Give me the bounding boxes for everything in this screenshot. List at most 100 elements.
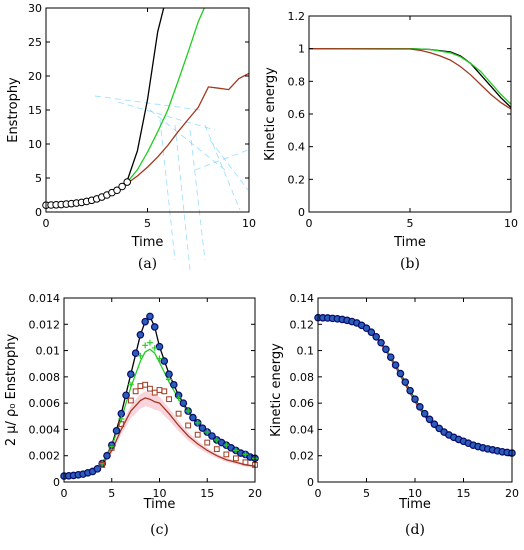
y-tick-label: 0.012 bbox=[29, 318, 61, 331]
x-tick-label: 5 bbox=[407, 217, 414, 230]
y-tick-label: 0.02 bbox=[290, 450, 315, 463]
data-point bbox=[386, 353, 395, 361]
data-point bbox=[223, 442, 230, 449]
series-line-brown bbox=[46, 72, 249, 206]
data-point bbox=[132, 388, 139, 395]
data-point bbox=[194, 431, 201, 438]
y-tick-label: 20 bbox=[28, 70, 42, 83]
data-point bbox=[147, 385, 153, 392]
data-point bbox=[425, 415, 434, 424]
data-point bbox=[127, 370, 135, 379]
data-point bbox=[118, 182, 126, 191]
data-point bbox=[155, 342, 164, 351]
data-point bbox=[123, 178, 131, 186]
x-tick-label: 0 bbox=[315, 487, 322, 500]
y-tick-label: 0.1 bbox=[297, 345, 315, 358]
x-tick-label: 5 bbox=[144, 217, 151, 230]
data-point bbox=[204, 429, 211, 436]
y-tick-label: 0.04 bbox=[290, 423, 315, 436]
data-point bbox=[232, 447, 239, 454]
data-point bbox=[175, 394, 182, 401]
data-point bbox=[137, 352, 144, 359]
y-tick-label: 0.4 bbox=[288, 141, 306, 154]
data-point bbox=[165, 370, 173, 379]
data-point bbox=[166, 396, 172, 403]
data-point bbox=[213, 446, 220, 453]
series-line-green bbox=[309, 48, 511, 105]
data-point bbox=[185, 408, 192, 415]
data-point bbox=[189, 413, 197, 422]
y-tick-label: 15 bbox=[28, 104, 42, 117]
x-tick-label: 15 bbox=[200, 487, 214, 500]
x-axis-label: Time bbox=[143, 497, 176, 512]
data-point bbox=[146, 312, 154, 321]
data-point bbox=[175, 410, 182, 417]
x-tick-label: 20 bbox=[505, 487, 519, 500]
data-point bbox=[435, 424, 444, 433]
data-point bbox=[127, 381, 134, 388]
y-tick-label: 0 bbox=[298, 206, 305, 219]
artifact-streak bbox=[189, 129, 206, 261]
x-tick-label: 0 bbox=[61, 487, 68, 500]
y-tick-label: 0.06 bbox=[290, 397, 315, 410]
data-point bbox=[118, 415, 125, 422]
data-point bbox=[362, 324, 371, 333]
data-point bbox=[198, 424, 207, 432]
y-tick-label: 5 bbox=[35, 172, 42, 185]
data-point bbox=[208, 432, 216, 440]
data-point bbox=[233, 455, 239, 462]
data-point bbox=[416, 403, 424, 411]
data-point bbox=[141, 317, 149, 326]
data-point bbox=[430, 420, 439, 428]
y-axis-label: 2 μ/ ρ₀ Enstrophy bbox=[4, 334, 19, 447]
data-point bbox=[161, 388, 168, 395]
y-tick-label: 0.01 bbox=[36, 345, 61, 358]
marker-set-open-square bbox=[99, 381, 258, 468]
data-point bbox=[156, 387, 163, 393]
data-point bbox=[401, 378, 410, 386]
data-point bbox=[194, 419, 201, 426]
data-point bbox=[99, 462, 106, 468]
y-tick-label: 0.002 bbox=[29, 450, 61, 463]
uncertainty-band bbox=[318, 314, 512, 456]
data-point bbox=[170, 380, 178, 389]
y-tick-label: 30 bbox=[28, 2, 42, 15]
x-tick-label: 10 bbox=[504, 217, 518, 230]
y-axis-label: Kinetic energy bbox=[263, 67, 278, 161]
y-tick-label: 0.2 bbox=[288, 173, 306, 186]
chart-panel-c: 0 5 10 15 20 0 0.002 0.004 0.006 0.008 0.01 0.012 0.… bbox=[4, 292, 262, 538]
cyan-artifact-streaks bbox=[94, 95, 249, 271]
series-line-brown bbox=[309, 48, 511, 110]
data-point bbox=[136, 330, 145, 339]
y-tick-label: 0 bbox=[53, 476, 60, 489]
data-point bbox=[142, 342, 149, 349]
axes-frame bbox=[317, 297, 513, 483]
y-tick-label: 0.6 bbox=[288, 108, 306, 121]
artifact-streak bbox=[204, 124, 241, 211]
series-line-brown bbox=[318, 317, 512, 457]
artifact-streak bbox=[209, 139, 249, 191]
y-tick-label: 1 bbox=[298, 43, 305, 56]
data-point bbox=[156, 355, 163, 362]
data-point bbox=[367, 328, 376, 336]
data-point bbox=[118, 421, 125, 428]
data-point bbox=[151, 389, 158, 396]
data-point bbox=[113, 186, 121, 195]
marker-set-filled-circle bbox=[314, 313, 516, 457]
data-point bbox=[151, 344, 158, 351]
data-point bbox=[242, 451, 249, 458]
x-axis-label: Time bbox=[398, 497, 431, 512]
data-point bbox=[204, 439, 211, 446]
data-point bbox=[242, 459, 249, 466]
y-tick-label: 0.12 bbox=[290, 318, 315, 331]
data-point bbox=[146, 339, 153, 346]
x-tick-label: 10 bbox=[153, 487, 167, 500]
axes-frame bbox=[63, 297, 256, 483]
data-point bbox=[166, 376, 173, 383]
y-tick-label: 0.004 bbox=[29, 423, 61, 436]
data-point bbox=[372, 332, 381, 341]
data-point bbox=[213, 436, 220, 443]
data-point bbox=[122, 391, 130, 400]
data-point bbox=[112, 426, 121, 435]
